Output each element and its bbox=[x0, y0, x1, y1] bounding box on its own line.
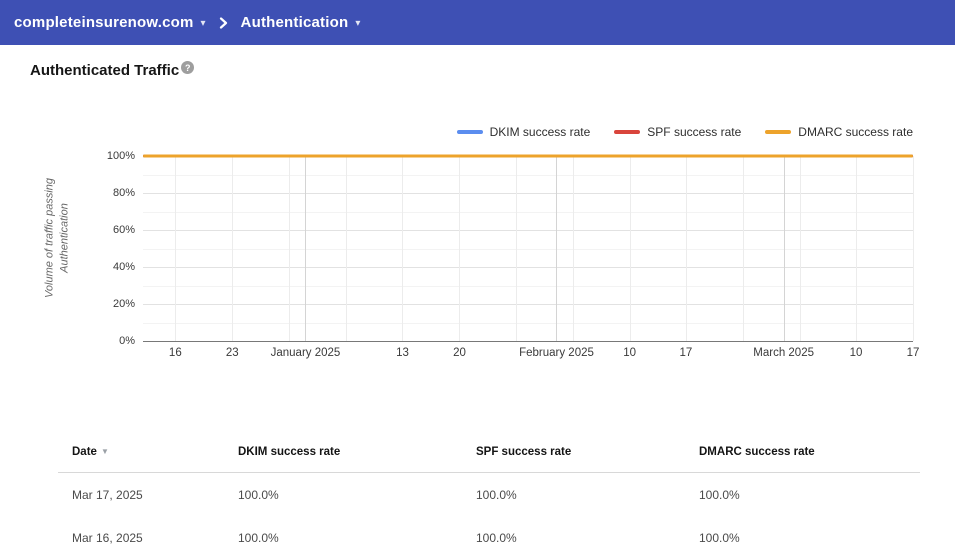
y-tick-label: 20% bbox=[113, 298, 135, 310]
week-gridline bbox=[856, 156, 857, 341]
week-gridline bbox=[175, 156, 176, 341]
legend-item-spf[interactable]: SPF success rate bbox=[614, 125, 741, 139]
page-title-row: Authenticated Traffic ? bbox=[30, 62, 194, 80]
week-gridline bbox=[800, 156, 801, 341]
week-gridline bbox=[402, 156, 403, 341]
sort-desc-icon: ▼ bbox=[101, 447, 109, 456]
rate-cell: 100.0% bbox=[698, 473, 920, 517]
week-gridline bbox=[686, 156, 687, 341]
chart-plot-area bbox=[143, 156, 913, 342]
x-tick-label: February 2025 bbox=[519, 347, 594, 359]
rate-cell: 100.0% bbox=[698, 516, 920, 559]
x-tick-label: 10 bbox=[850, 347, 863, 359]
legend-label: SPF success rate bbox=[647, 125, 741, 139]
horizontal-gridline bbox=[143, 212, 913, 213]
date-cell: Mar 16, 2025 bbox=[58, 516, 237, 559]
week-gridline bbox=[459, 156, 460, 341]
x-tick-label: 13 bbox=[396, 347, 409, 359]
horizontal-gridline bbox=[143, 286, 913, 287]
week-gridline bbox=[573, 156, 574, 341]
page-title: Authenticated Traffic bbox=[30, 62, 179, 80]
horizontal-gridline bbox=[143, 304, 913, 305]
horizontal-gridline bbox=[143, 175, 913, 176]
week-gridline bbox=[289, 156, 290, 341]
month-gridline bbox=[556, 156, 557, 341]
chevron-right-icon bbox=[219, 17, 228, 29]
x-axis-tick-labels: 16 23 January 2025 13 20 February 2025 10 17 Mar… bbox=[143, 347, 913, 363]
section-selector[interactable]: Authentication ▾ bbox=[241, 14, 361, 31]
domain-label: completeinsurenow.com bbox=[14, 14, 194, 31]
domain-selector[interactable]: completeinsurenow.com ▾ bbox=[14, 14, 206, 31]
y-tick-label: 80% bbox=[113, 187, 135, 199]
y-axis-tick-labels: 0%20%40%60%80%100% bbox=[0, 156, 135, 341]
help-icon[interactable]: ? bbox=[181, 61, 194, 74]
rate-cell: 100.0% bbox=[237, 473, 475, 517]
legend-swatch bbox=[765, 130, 791, 134]
horizontal-gridline bbox=[143, 193, 913, 194]
column-header-dkim-success-rate: DKIM success rate bbox=[237, 432, 475, 473]
section-label: Authentication bbox=[241, 14, 349, 31]
month-gridline bbox=[305, 156, 306, 341]
rate-cell: 100.0% bbox=[475, 473, 698, 517]
x-tick-label: 17 bbox=[907, 347, 920, 359]
horizontal-gridline bbox=[143, 230, 913, 231]
x-tick-label: 17 bbox=[679, 347, 692, 359]
legend-swatch bbox=[457, 130, 483, 134]
column-header-dmarc-success-rate: DMARC success rate bbox=[698, 432, 920, 473]
x-tick-label: 10 bbox=[623, 347, 636, 359]
legend-item-dkim[interactable]: DKIM success rate bbox=[457, 125, 591, 139]
horizontal-gridline bbox=[143, 323, 913, 324]
rate-cell: 100.0% bbox=[475, 516, 698, 559]
column-header-spf-success-rate: SPF success rate bbox=[475, 432, 698, 473]
top-nav-bar: completeinsurenow.com ▾ Authentication ▾ bbox=[0, 0, 955, 45]
chevron-down-icon: ▾ bbox=[201, 18, 206, 29]
week-gridline bbox=[232, 156, 233, 341]
column-header-date[interactable]: Date▼ bbox=[58, 432, 237, 473]
legend-swatch bbox=[614, 130, 640, 134]
x-tick-label: 23 bbox=[226, 347, 239, 359]
y-tick-label: 60% bbox=[113, 224, 135, 236]
y-tick-label: 100% bbox=[107, 150, 135, 162]
chevron-down-icon: ▾ bbox=[355, 18, 360, 29]
x-tick-label: March 2025 bbox=[753, 347, 814, 359]
month-gridline bbox=[784, 156, 785, 341]
series-line-dmarc bbox=[143, 155, 913, 158]
x-tick-label: 20 bbox=[453, 347, 466, 359]
legend-label: DKIM success rate bbox=[490, 125, 591, 139]
date-cell: Mar 17, 2025 bbox=[58, 473, 237, 517]
legend-item-dmarc[interactable]: DMARC success rate bbox=[765, 125, 913, 139]
x-tick-label: January 2025 bbox=[271, 347, 341, 359]
week-gridline bbox=[913, 156, 914, 341]
y-tick-label: 40% bbox=[113, 261, 135, 273]
authenticated-traffic-chart: DKIM success rate SPF success rate DMARC s… bbox=[0, 110, 955, 382]
horizontal-gridline bbox=[143, 249, 913, 250]
legend-label: DMARC success rate bbox=[798, 125, 913, 139]
week-gridline bbox=[516, 156, 517, 341]
horizontal-gridline bbox=[143, 267, 913, 268]
rate-cell: 100.0% bbox=[237, 516, 475, 559]
week-gridline bbox=[630, 156, 631, 341]
week-gridline bbox=[743, 156, 744, 341]
week-gridline bbox=[346, 156, 347, 341]
chart-legend: DKIM success rate SPF success rate DMARC s… bbox=[433, 125, 913, 139]
y-tick-label: 0% bbox=[119, 335, 135, 347]
x-tick-label: 16 bbox=[169, 347, 182, 359]
